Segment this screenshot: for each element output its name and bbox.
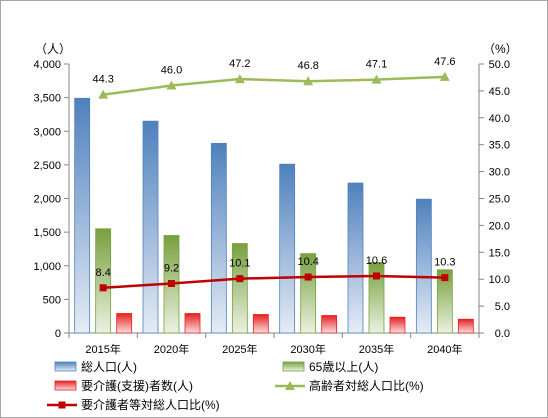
legend-swatch-65歳以上(人) — [282, 361, 305, 372]
right-tick-label: 45.0 — [489, 86, 510, 98]
right-tick-label: 5.0 — [495, 301, 510, 313]
data-label-要介護者等対総人口比(%)-2035年: 10.6 — [366, 255, 387, 267]
right-tick-label: 25.0 — [489, 194, 510, 206]
x-tick-label: 2015年 — [85, 342, 120, 356]
bar-総人口(人)-2015年 — [74, 97, 91, 334]
bar-総人口(人)-2040年 — [415, 198, 432, 334]
left-tick-label: 2,000 — [33, 194, 61, 206]
x-tick-label: 2035年 — [359, 342, 394, 356]
data-label-高齢者対総人口比(%)-2015年: 44.3 — [92, 74, 113, 86]
legend-marker-要介護者等対総人口比(%) — [58, 401, 66, 409]
right-axis-unit: （%） — [483, 42, 518, 56]
data-label-高齢者対総人口比(%)-2025年: 47.2 — [229, 58, 250, 70]
bar-要介護(支援)者数(人)-2020年 — [184, 313, 201, 334]
right-tick-label: 15.0 — [489, 247, 510, 259]
point-高齢者対総人口比(%)-2040年 — [439, 71, 450, 81]
bar-要介護(支援)者数(人)-2035年 — [389, 316, 406, 334]
left-tick-label: 4,000 — [33, 59, 61, 71]
legend-marker-高齢者対総人口比(%) — [285, 381, 295, 390]
bar-65歳以上(人)-2025年 — [231, 243, 248, 334]
left-tick-label: 2,500 — [33, 160, 61, 172]
right-tick-label: 0.0 — [495, 328, 510, 340]
right-tick-label: 20.0 — [489, 220, 510, 232]
left-tick-label: 500 — [43, 294, 61, 306]
bar-65歳以上(人)-2035年 — [368, 261, 385, 334]
bar-要介護(支援)者数(人)-2040年 — [457, 318, 474, 334]
data-label-高齢者対総人口比(%)-2040年: 47.6 — [434, 56, 455, 68]
bar-65歳以上(人)-2040年 — [436, 269, 453, 334]
x-tick-label: 2020年 — [154, 342, 189, 356]
legend-label-65歳以上(人): 65歳以上(人) — [309, 360, 378, 374]
legend: 総人口(人) 65歳以上(人) 要介護(支援)者数(人) 高齢者対総人口比(%) 要介護… — [47, 360, 424, 412]
point-要介護者等対総人口比(%)-2035年 — [373, 272, 380, 280]
legend-label-要介護(支援)者数(人): 要介護(支援)者数(人) — [81, 378, 193, 393]
bar-65歳以上(人)-2030年 — [300, 253, 317, 334]
point-要介護者等対総人口比(%)-2025年 — [236, 275, 244, 283]
bar-総人口(人)-2030年 — [279, 163, 296, 334]
point-高齢者対総人口比(%)-2020年 — [166, 80, 177, 90]
bar-要介護(支援)者数(人)-2025年 — [252, 314, 269, 334]
data-label-要介護者等対総人口比(%)-2040年: 10.3 — [434, 257, 455, 269]
bars — [74, 97, 474, 334]
point-高齢者対総人口比(%)-2030年 — [303, 76, 314, 86]
legend-swatch-要介護(支援)者数(人) — [54, 380, 77, 391]
left-axis-unit: （人） — [35, 42, 71, 56]
left-tick-label: 3,500 — [33, 93, 61, 105]
bar-要介護(支援)者数(人)-2030年 — [321, 315, 338, 334]
point-要介護者等対総人口比(%)-2015年 — [99, 284, 107, 292]
data-label-高齢者対総人口比(%)-2020年: 46.0 — [161, 65, 182, 77]
right-tick-label: 50.0 — [489, 59, 510, 71]
point-要介護者等対総人口比(%)-2030年 — [304, 273, 312, 281]
lines — [98, 71, 450, 292]
right-tick-label: 10.0 — [489, 274, 510, 286]
bar-要介護(支援)者数(人)-2015年 — [116, 313, 133, 334]
series-line-要介護者等対総人口比(%) — [103, 274, 445, 290]
x-tick-label: 2040年 — [427, 342, 462, 356]
x-tick-label: 2025年 — [222, 342, 257, 356]
point-要介護者等対総人口比(%)-2020年 — [168, 280, 175, 288]
bar-65歳以上(人)-2015年 — [95, 228, 112, 334]
data-label-要介護者等対総人口比(%)-2015年: 8.4 — [96, 267, 111, 279]
right-tick-label: 40.0 — [489, 113, 510, 125]
left-tick-label: 1,500 — [33, 227, 61, 239]
data-label-要介護者等対総人口比(%)-2025年: 10.1 — [229, 258, 250, 270]
data-labels: 44.3 46.0 47.2 46.8 47.1 47.6 8.4 9.2 10.1 10.4 10… — [92, 56, 455, 279]
right-tick-label: 35.0 — [489, 140, 510, 152]
x-tick-label: 2030年 — [290, 342, 325, 356]
bar-総人口(人)-2035年 — [347, 182, 364, 334]
point-高齢者対総人口比(%)-2015年 — [98, 89, 109, 99]
left-tick-label: 0 — [55, 328, 61, 340]
bar-総人口(人)-2020年 — [142, 120, 159, 334]
point-高齢者対総人口比(%)-2035年 — [371, 74, 382, 84]
legend-label-総人口(人): 総人口(人) — [81, 360, 137, 374]
left-tick-label: 3,000 — [33, 126, 61, 138]
series-line-高齢者対総人口比(%) — [103, 75, 445, 96]
legend-label-要介護者等対総人口比(%): 要介護者等対総人口比(%) — [81, 397, 220, 412]
legend-swatch-総人口(人) — [54, 361, 77, 372]
left-tick-label: 1,000 — [33, 261, 61, 273]
data-label-要介護者等対総人口比(%)-2020年: 9.2 — [164, 263, 179, 275]
right-tick-label: 30.0 — [489, 167, 510, 179]
point-高齢者対総人口比(%)-2025年 — [234, 74, 245, 84]
bar-総人口(人)-2025年 — [210, 142, 227, 334]
axes: 0 500 1,000 1,500 2,000 2,500 3,000 3,500 4,000 0… — [33, 42, 517, 356]
legend-label-高齢者対総人口比(%): 高齢者対総人口比(%) — [309, 378, 424, 393]
data-label-高齢者対総人口比(%)-2030年: 46.8 — [297, 60, 318, 72]
data-label-高齢者対総人口比(%)-2035年: 47.1 — [366, 59, 387, 71]
data-label-要介護者等対総人口比(%)-2030年: 10.4 — [297, 256, 318, 268]
point-要介護者等対総人口比(%)-2040年 — [441, 274, 449, 282]
